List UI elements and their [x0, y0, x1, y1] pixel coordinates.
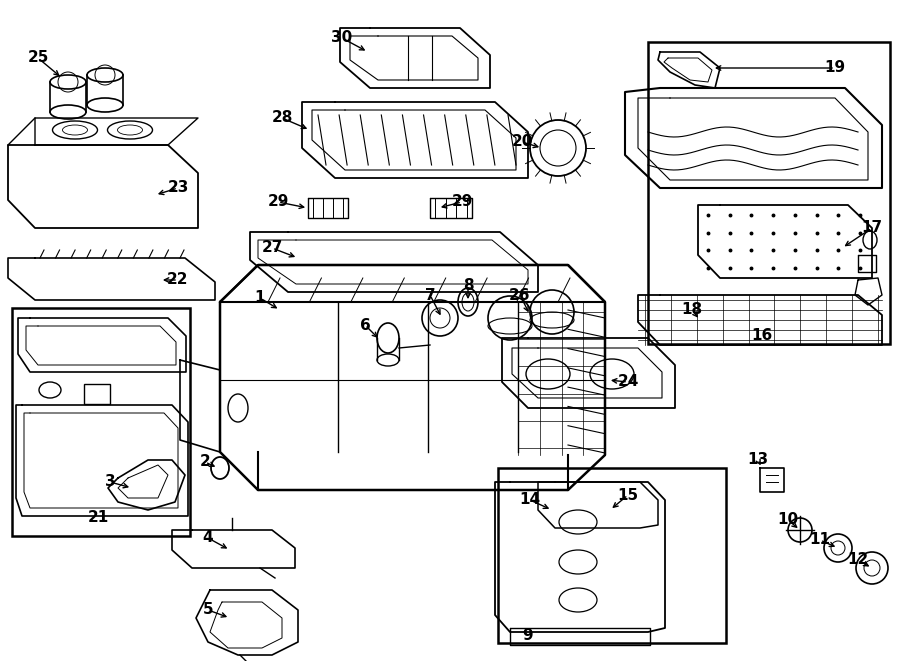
Text: 20: 20: [511, 134, 533, 149]
Text: 5: 5: [202, 602, 213, 617]
Text: 10: 10: [778, 512, 798, 527]
Text: 21: 21: [87, 510, 109, 525]
Text: 1: 1: [255, 290, 266, 305]
Text: 25: 25: [27, 50, 49, 65]
Text: 16: 16: [752, 329, 772, 344]
Text: 11: 11: [809, 533, 831, 547]
Text: 26: 26: [509, 288, 531, 303]
Text: 17: 17: [861, 221, 883, 235]
Bar: [84, 384, 110, 404]
Text: 9: 9: [523, 627, 534, 642]
Text: 18: 18: [681, 303, 703, 317]
Text: 28: 28: [271, 110, 292, 126]
Text: 13: 13: [747, 453, 769, 467]
Text: 4: 4: [202, 531, 213, 545]
Text: 30: 30: [331, 30, 353, 46]
Text: 15: 15: [617, 488, 639, 502]
Text: 19: 19: [824, 61, 846, 75]
Bar: [648, 42, 890, 344]
Bar: [12, 308, 190, 536]
Text: 22: 22: [167, 272, 189, 288]
Text: 3: 3: [104, 475, 115, 490]
Text: 24: 24: [617, 375, 639, 389]
Text: 12: 12: [848, 553, 868, 568]
Text: 8: 8: [463, 278, 473, 293]
Text: 6: 6: [360, 317, 371, 332]
Text: 29: 29: [451, 194, 472, 210]
Text: 14: 14: [519, 492, 541, 508]
Text: 23: 23: [167, 180, 189, 196]
Bar: [498, 468, 726, 643]
Text: 29: 29: [267, 194, 289, 210]
Text: 2: 2: [200, 455, 211, 469]
Text: 7: 7: [425, 288, 436, 303]
Text: 27: 27: [261, 241, 283, 256]
